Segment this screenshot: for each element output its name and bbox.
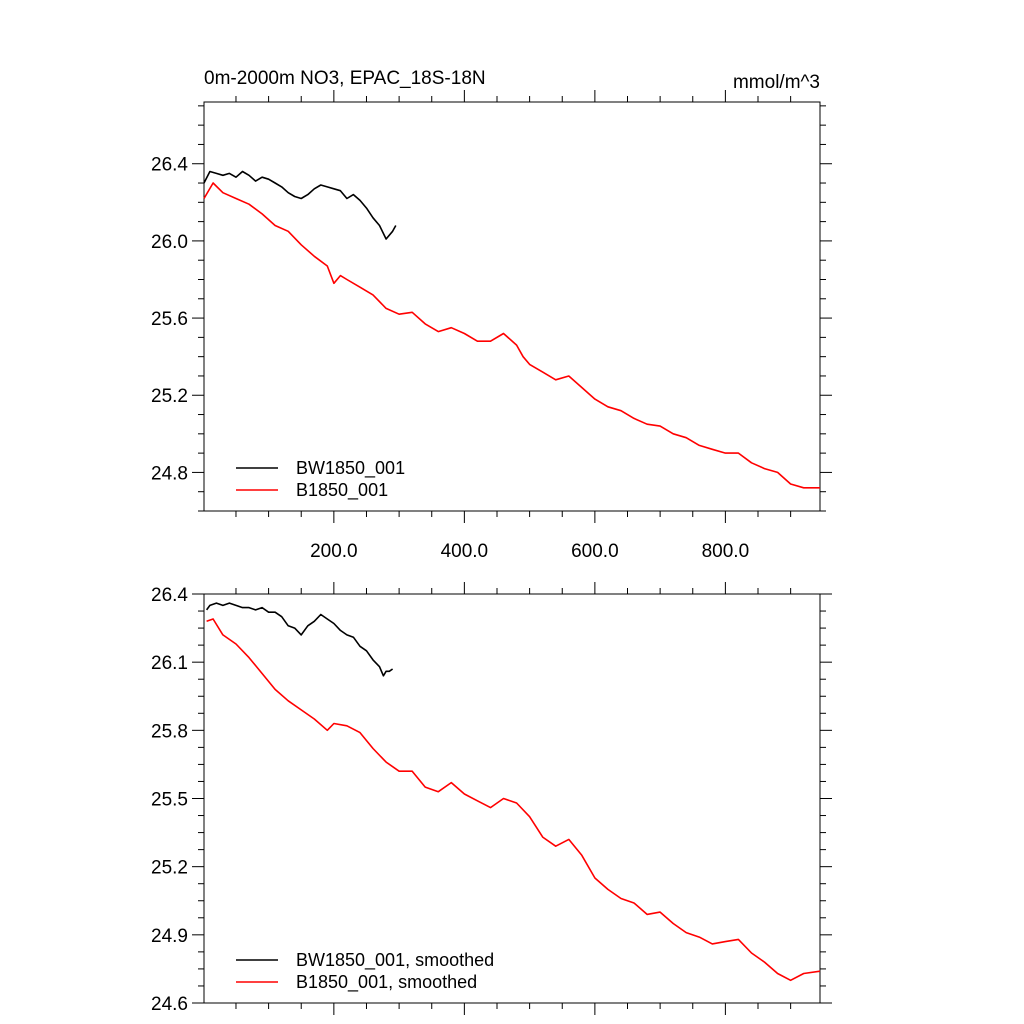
units-label: mmol/m^3	[733, 72, 820, 93]
legend-label: B1850_001	[296, 480, 388, 501]
top-panel: 24.8 25.2 25.6 26.0 26.4 200.0 400.0 600.0 800.0…	[151, 90, 832, 562]
y-tick-label: 26.1	[151, 653, 188, 674]
bottom-panel: 24.6 24.9 25.2 25.5 25.8 26.1 26.4 BW1850_001, …	[151, 582, 832, 1015]
series-line-b1850-001-smoothed	[206, 618, 821, 982]
y-tick-label: 25.8	[151, 721, 188, 742]
legend-label: B1850_001, smoothed	[296, 972, 477, 993]
legend-label: BW1850_001	[296, 458, 405, 479]
legend-label: BW1850_001, smoothed	[296, 950, 494, 971]
y-tick-label: 26.4	[151, 155, 188, 176]
y-tick-label: 24.9	[151, 926, 188, 947]
x-tick-label: 200.0	[310, 541, 358, 562]
plot-title: 0m-2000m NO3, EPAC_18S-18N	[204, 68, 486, 89]
series-line-b1850-001	[203, 182, 820, 489]
y-tick-label: 25.2	[151, 858, 188, 879]
series-line-bw1850-001-smoothed	[205, 602, 394, 677]
x-tick-label: 400.0	[441, 541, 489, 562]
y-tick-label: 25.6	[151, 309, 188, 330]
x-tick-label: 600.0	[571, 541, 619, 562]
y-tick-label: 24.6	[151, 994, 188, 1015]
x-tick-label: 800.0	[702, 541, 750, 562]
plot-frame	[203, 101, 821, 512]
y-tick-label: 26.4	[151, 585, 188, 606]
y-tick-label: 25.5	[151, 790, 188, 811]
y-tick-label: 25.2	[151, 386, 188, 407]
y-tick-label: 26.0	[151, 232, 188, 253]
series-line-bw1850-001	[203, 170, 397, 240]
y-tick-label: 24.8	[151, 463, 188, 484]
